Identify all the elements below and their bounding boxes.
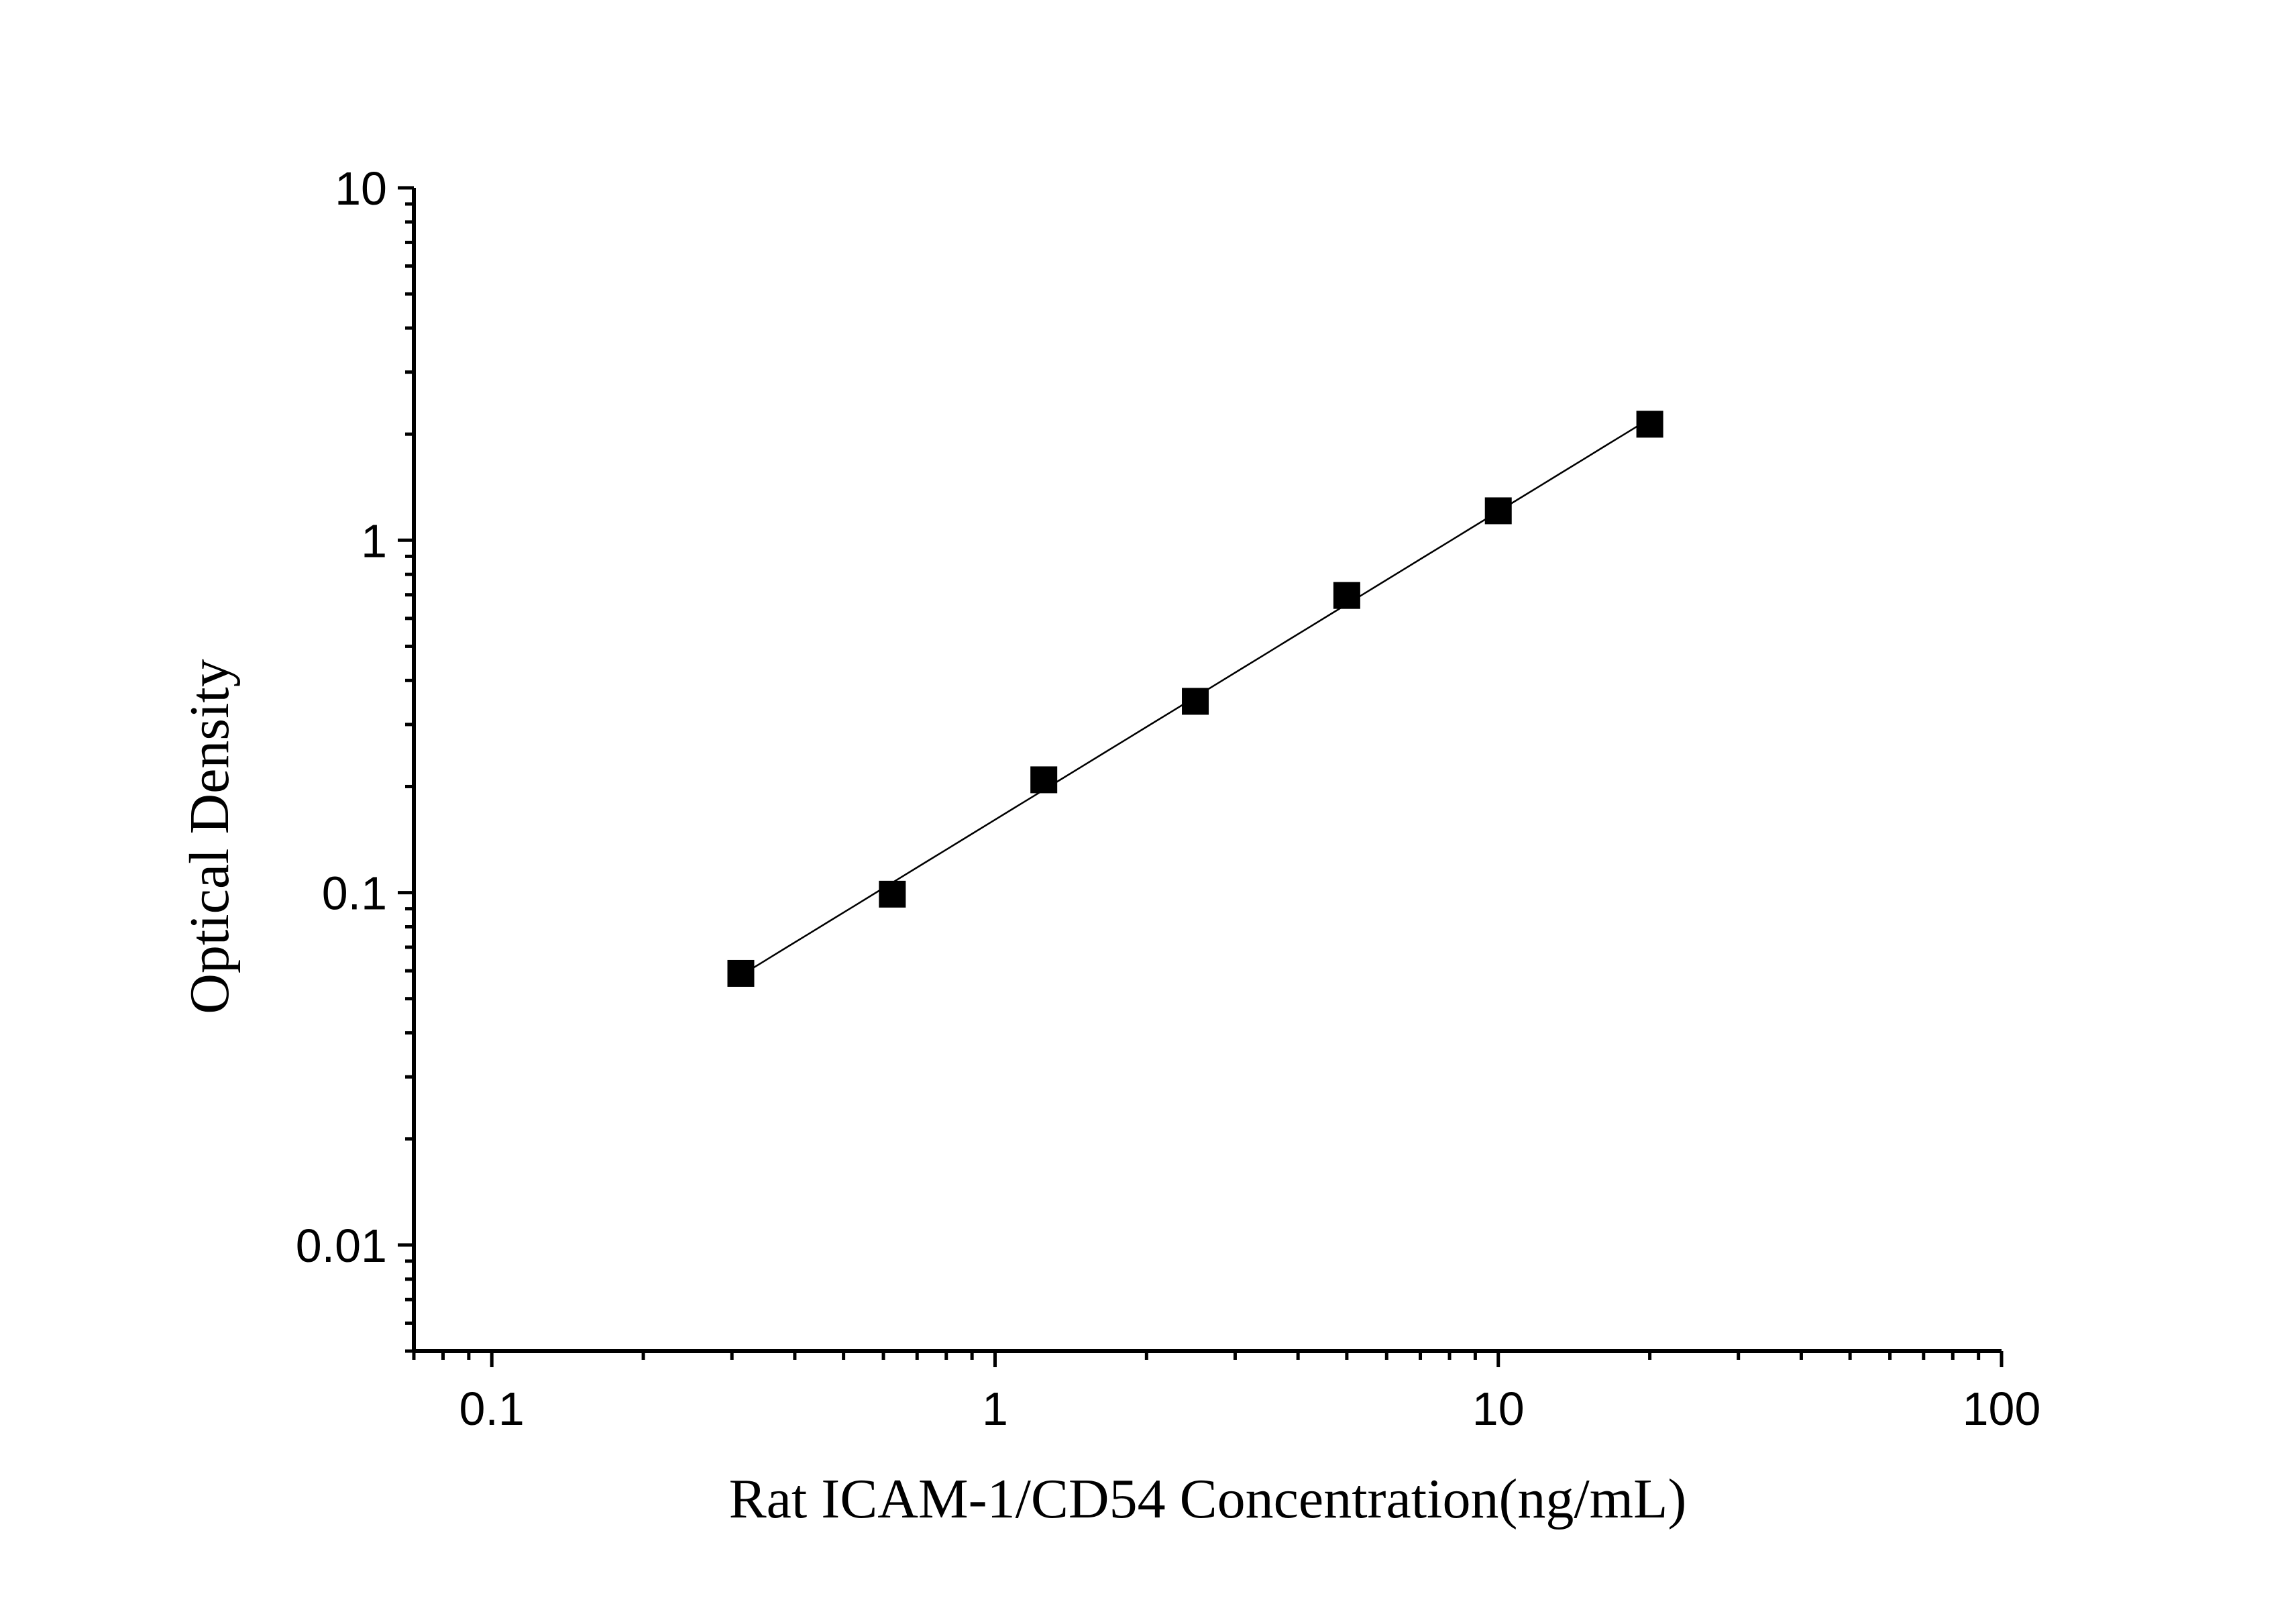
y-tick-label: 0.1 <box>322 867 387 920</box>
data-point-marker <box>727 959 755 987</box>
y-axis-ticks <box>398 186 414 1353</box>
data-point-marker <box>1030 766 1058 794</box>
y-axis-tick-labels: 0.01 0.1 1 10 <box>296 162 387 1272</box>
x-tick-label: 10 <box>1472 1383 1525 1435</box>
x-axis-tick-labels: 0.1 1 10 100 <box>459 1383 2041 1435</box>
y-tick-label: 10 <box>335 162 387 215</box>
data-point-marker <box>879 880 906 908</box>
data-point-marker <box>1182 688 1209 715</box>
data-point-marker <box>1636 411 1663 438</box>
x-axis-title: Rat ICAM-1/CD54 Concentration(ng/mL) <box>729 1468 1687 1530</box>
y-axis-title: Optical Density <box>178 659 241 1014</box>
data-points <box>727 411 1663 987</box>
x-axis-ticks <box>412 1351 2004 1367</box>
x-tick-label: 0.1 <box>459 1383 525 1435</box>
data-point-marker <box>1333 582 1360 609</box>
x-tick-label: 1 <box>982 1383 1008 1435</box>
y-tick-label: 1 <box>361 515 387 567</box>
y-tick-label: 0.01 <box>296 1220 387 1272</box>
x-tick-label: 100 <box>1963 1383 2041 1435</box>
data-point-marker <box>1484 497 1512 525</box>
